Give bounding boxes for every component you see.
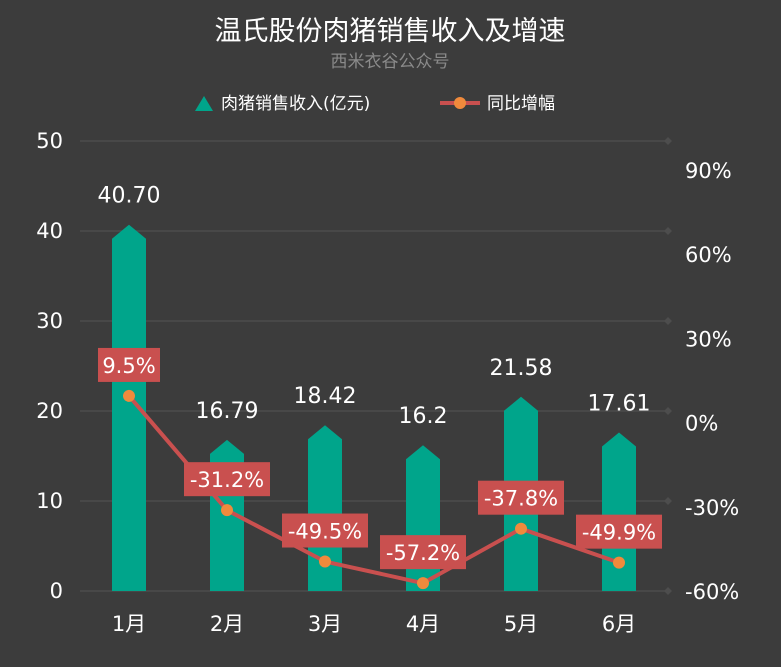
x-axis: 1月 2月 3月 4月 5月 6月	[112, 612, 636, 636]
right-axis-tick: -30%	[685, 496, 739, 520]
bar-value-label: 40.70	[98, 184, 161, 209]
bar[interactable]	[308, 425, 342, 591]
line-label-box	[98, 347, 160, 382]
chart-subtitle: 西米衣谷公众号	[331, 52, 450, 72]
line-point[interactable]	[221, 504, 233, 517]
left-axis-tick: 20	[36, 399, 63, 423]
left-axis: 0 10 20 30 40 50	[36, 129, 63, 603]
bar[interactable]	[602, 432, 636, 591]
right-axis-tick: 30%	[685, 327, 732, 351]
right-axis-tick: 0%	[685, 412, 718, 436]
line-value-label: -57.2%	[386, 541, 460, 565]
line-value-label: -49.9%	[582, 521, 656, 545]
bar-labels: 40.70 16.79 18.42 16.2 21.58 17.61	[98, 184, 651, 430]
legend-item-line[interactable]: 同比增幅	[440, 94, 555, 114]
line-label-box	[184, 462, 270, 497]
gridline-end-diamond	[664, 587, 672, 595]
left-axis-tick: 0	[50, 579, 63, 603]
right-axis-tick: 60%	[685, 243, 732, 267]
line-value-label: -49.5%	[288, 520, 362, 544]
line-label-box	[282, 513, 368, 548]
line-value-label: -31.2%	[190, 468, 264, 492]
x-axis-tick: 6月	[602, 612, 636, 636]
bar-series	[112, 224, 636, 591]
right-axis-tick: 90%	[685, 159, 732, 183]
legend-dot-icon	[454, 97, 466, 109]
line-point[interactable]	[515, 522, 527, 535]
x-axis-tick: 1月	[112, 612, 146, 636]
bar-value-label: 21.58	[490, 356, 553, 381]
line-label-box	[576, 514, 662, 549]
gridline-end-diamond	[664, 227, 672, 235]
line-label-box	[478, 480, 564, 515]
bar-value-label: 18.42	[294, 384, 357, 409]
line-value-label: 9.5%	[102, 354, 155, 378]
x-axis-tick: 3月	[308, 612, 342, 636]
left-axis-tick: 30	[36, 309, 63, 333]
left-axis-tick: 40	[36, 219, 63, 243]
gridline-end-diamond	[664, 407, 672, 415]
line-point[interactable]	[613, 556, 625, 569]
chart-title: 温氏股份肉猪销售收入及增速	[215, 16, 566, 47]
gridline-end-diamond	[664, 497, 672, 505]
legend-line-label: 同比增幅	[487, 94, 555, 114]
line-label-box	[380, 535, 466, 570]
legend-bar-label: 肉猪销售收入(亿元)	[221, 94, 370, 114]
legend-triangle-icon	[195, 96, 213, 111]
right-axis: -60% -30% 0% 30% 60% 90%	[685, 159, 739, 604]
legend-item-bar[interactable]: 肉猪销售收入(亿元)	[195, 94, 370, 114]
bar-value-label: 17.61	[588, 392, 651, 417]
bar[interactable]	[112, 224, 146, 591]
bar-value-label: 16.2	[399, 404, 448, 429]
line-labels: 9.5% -31.2% -49.5% -57.2% -37.8% -49.9%	[98, 347, 662, 570]
grid	[80, 137, 672, 595]
left-axis-tick: 10	[36, 489, 63, 513]
x-axis-tick: 2月	[210, 612, 244, 636]
legend: 肉猪销售收入(亿元) 同比增幅	[195, 94, 555, 114]
line-point[interactable]	[123, 389, 135, 402]
left-axis-tick: 50	[36, 129, 63, 153]
x-axis-tick: 4月	[406, 612, 440, 636]
gridline-end-diamond	[664, 137, 672, 145]
x-axis-tick: 5月	[504, 612, 538, 636]
right-axis-tick: -60%	[685, 580, 739, 604]
line-value-label: -37.8%	[484, 487, 558, 511]
line-point[interactable]	[417, 577, 429, 590]
line-point[interactable]	[319, 555, 331, 568]
gridline-end-diamond	[664, 317, 672, 325]
bar-value-label: 16.79	[196, 399, 259, 424]
